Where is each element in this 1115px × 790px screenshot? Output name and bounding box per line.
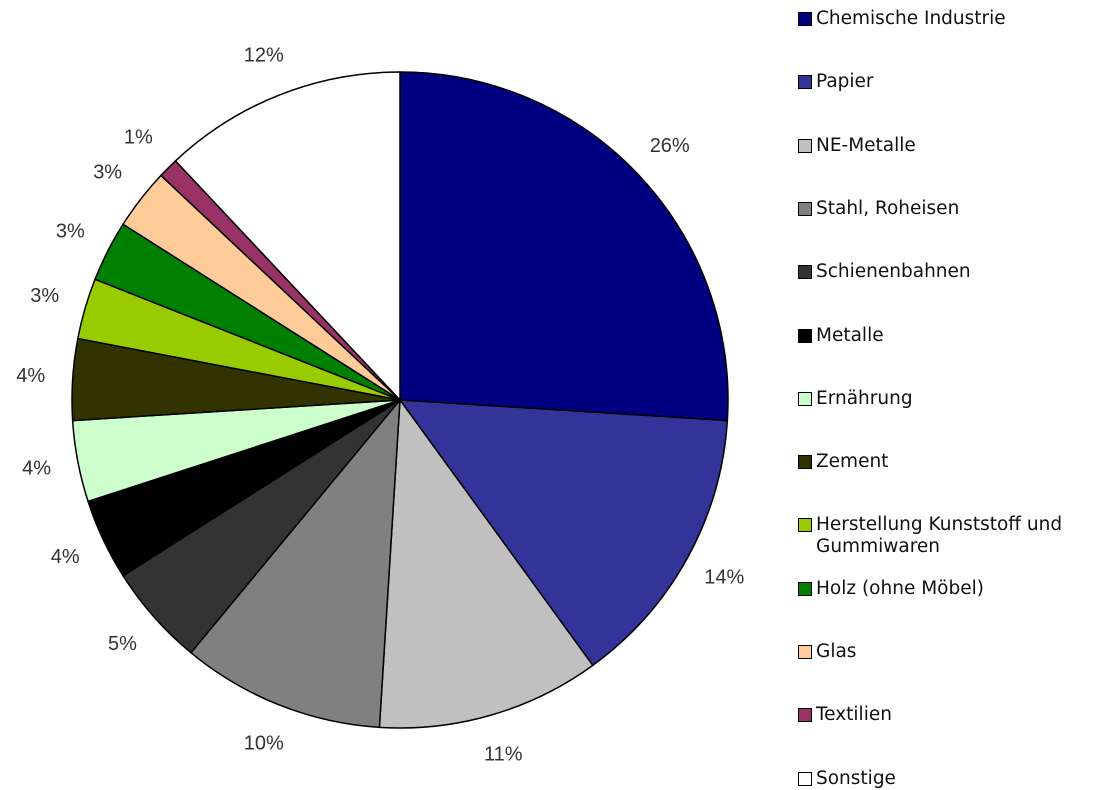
legend-swatch — [798, 581, 812, 596]
pie-slice — [378, 397, 594, 729]
legend-label: Ernährung — [816, 387, 913, 409]
legend-item: Schienenbahnen — [798, 261, 1113, 283]
legend-item: Papier — [798, 71, 1113, 93]
legend-label: NE-Metalle — [816, 134, 916, 156]
slice-label: 5% — [108, 633, 137, 655]
legend-item: Herstellung Kunststoff und Gummiwaren — [798, 514, 1113, 558]
legend-item: Textilien — [798, 704, 1113, 726]
legend-label: Zement — [816, 451, 889, 473]
legend-swatch — [798, 328, 812, 343]
legend-item: Sonstige — [798, 768, 1113, 790]
slice-label: 26% — [650, 135, 690, 157]
legend-swatch — [798, 75, 812, 90]
legend-swatch — [798, 391, 812, 406]
legend-label: Sonstige — [816, 767, 896, 789]
legend-item: NE-Metalle — [798, 135, 1113, 157]
slice-label: 3% — [56, 220, 85, 242]
legend-swatch — [798, 265, 812, 280]
legend-item: Metalle — [798, 325, 1113, 347]
legend-item: Zement — [798, 451, 1113, 473]
legend-label: Glas — [816, 641, 857, 662]
legend-swatch — [798, 138, 812, 153]
slice-label: 11% — [484, 744, 523, 766]
pie-slice — [398, 399, 729, 667]
slice-label: 4% — [51, 546, 80, 568]
legend-swatch — [798, 12, 812, 26]
legend-item: Glas — [798, 641, 1113, 663]
slice-label: 4% — [16, 365, 45, 387]
pie-slice — [174, 71, 401, 402]
legend-label: Schienenbahnen — [816, 261, 971, 283]
legend-label: Holz (ohne Möbel) — [816, 577, 984, 599]
slice-label: 14% — [704, 567, 744, 589]
legend-swatch — [798, 455, 812, 470]
slice-label: 3% — [30, 285, 59, 307]
slice-label: 4% — [22, 458, 51, 480]
pie-slice — [399, 71, 729, 422]
legend-swatch — [798, 645, 812, 659]
pie-slice — [189, 397, 401, 729]
legend-item: Chemische Industrie — [798, 8, 1113, 30]
legend-swatch — [798, 771, 812, 786]
legend-item: Stahl, Roheisen — [798, 198, 1113, 220]
legend-item: Holz (ohne Möbel) — [798, 578, 1113, 600]
legend-swatch — [798, 518, 812, 533]
legend-swatch — [798, 201, 812, 216]
legend-label: Herstellung Kunststoff und Gummiwaren — [816, 514, 1063, 558]
legend-label: Stahl, Roheisen — [816, 197, 960, 219]
chart: 26%14%11%10%5%4%4%4%3%3%3%1%12% — [16, 44, 744, 766]
slice-label: 1% — [124, 127, 153, 149]
legend-swatch — [798, 708, 812, 723]
legend-label: Papier — [816, 71, 874, 93]
legend-item: Ernährung — [798, 388, 1113, 410]
legend-label: Chemische Industrie — [816, 8, 1006, 29]
slice-label: 3% — [93, 162, 122, 184]
slice-label: 10% — [244, 732, 284, 754]
legend-label: Metalle — [816, 324, 884, 346]
legend-label: Textilien — [816, 704, 892, 726]
slice-label: 12% — [244, 44, 284, 66]
